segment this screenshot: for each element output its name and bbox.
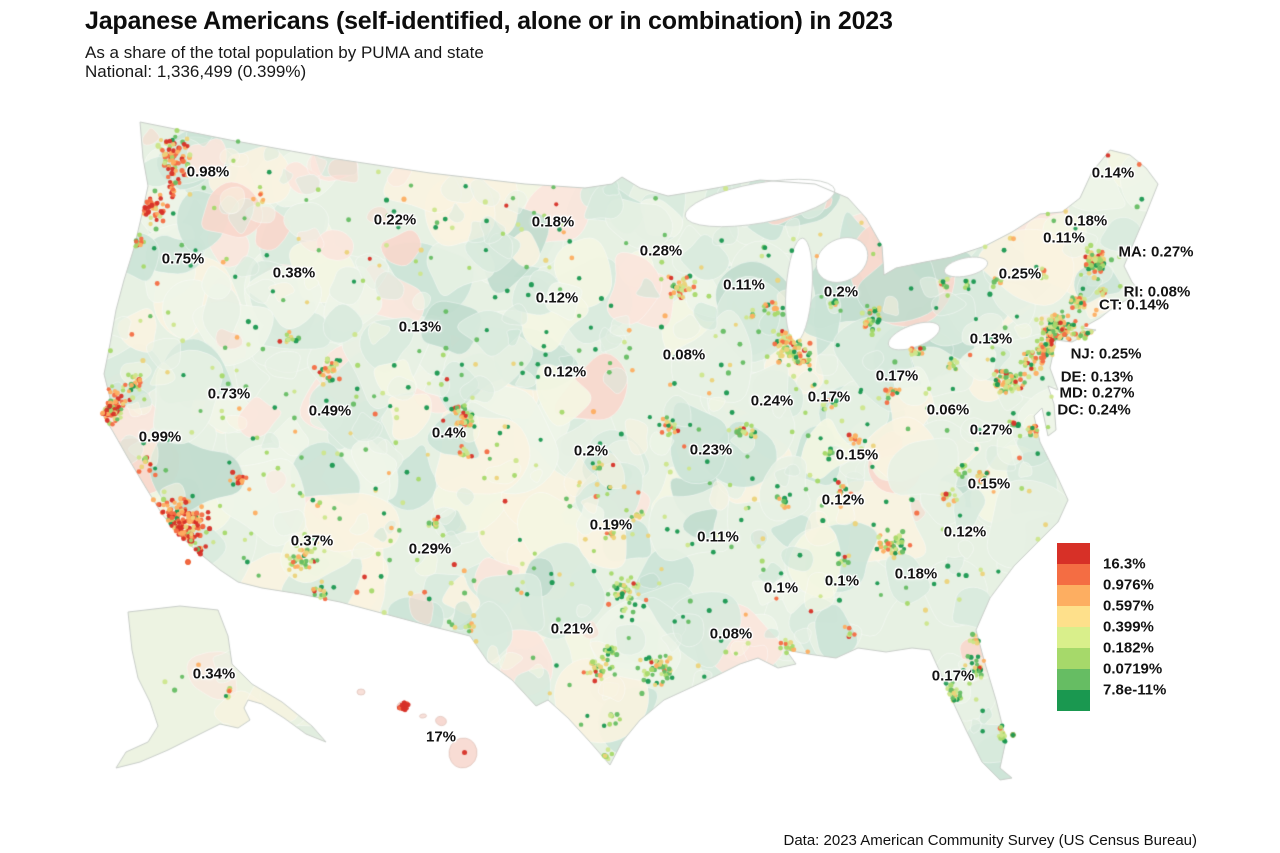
- state-share-label-al: 0.1%: [824, 572, 860, 590]
- state-share-label-nm: 0.29%: [408, 540, 452, 558]
- state-share-label-dc: DC: 0.24%: [1057, 401, 1131, 419]
- color-scale-legend: [1057, 543, 1090, 711]
- legend-color-swatch-4: [1057, 627, 1090, 648]
- legend-threshold-label-5: 0.0719%: [1103, 660, 1163, 678]
- legend-color-swatch-7: [1057, 690, 1090, 711]
- state-share-label-ri: RI: 0.08%: [1123, 283, 1191, 301]
- national-total-stat: National: 1,336,499 (0.399%): [85, 62, 307, 81]
- legend-threshold-label-4: 0.182%: [1103, 639, 1154, 657]
- state-share-label-nd: 0.18%: [531, 213, 575, 231]
- color-scale-legend-labels: 16.3% 0.976% 0.597% 0.399% 0.182% 0.0719% 7.8e…: [1103, 543, 1223, 711]
- state-share-label-mn: 0.28%: [639, 242, 683, 260]
- state-share-label-sc: 0.12%: [943, 523, 987, 541]
- state-share-label-wy: 0.13%: [398, 318, 442, 336]
- state-share-label-ca: 0.99%: [138, 428, 182, 446]
- state-share-label-ne: 0.12%: [543, 363, 587, 381]
- state-share-label-nc: 0.15%: [967, 475, 1011, 493]
- state-share-label-mi: 0.2%: [823, 283, 859, 301]
- state-share-label-fl: 0.17%: [931, 667, 975, 685]
- state-share-label-wi: 0.11%: [723, 276, 765, 294]
- state-share-label-pa: 0.13%: [969, 330, 1013, 348]
- state-share-label-ia: 0.08%: [662, 346, 706, 364]
- state-share-label-vt: 0.18%: [1064, 212, 1108, 230]
- state-share-label-mt: 0.22%: [373, 211, 417, 229]
- data-source-note: Data: 2023 American Community Survey (US…: [783, 832, 1197, 849]
- state-share-label-oh: 0.17%: [875, 367, 919, 385]
- state-share-label-ar: 0.11%: [697, 528, 739, 546]
- state-share-label-co: 0.4%: [431, 424, 467, 442]
- state-share-label-va: 0.27%: [969, 421, 1013, 439]
- state-share-label-id: 0.38%: [272, 264, 316, 282]
- state-share-label-in: 0.17%: [807, 388, 851, 406]
- legend-color-swatch-0: [1057, 543, 1090, 564]
- legend-threshold-label-2: 0.597%: [1103, 597, 1154, 615]
- header: Japanese Americans (self-identified, alo…: [85, 7, 893, 81]
- state-share-label-nh: 0.11%: [1043, 229, 1085, 247]
- state-share-label-ma: MA: 0.27%: [1118, 243, 1194, 261]
- state-share-label-md: MD: 0.27%: [1059, 384, 1135, 402]
- state-share-label-ga: 0.18%: [894, 565, 938, 583]
- legend-threshold-label-3: 0.399%: [1103, 618, 1154, 636]
- state-share-label-de: DE: 0.13%: [1060, 368, 1134, 386]
- legend-threshold-label-6: 7.8e-11%: [1103, 681, 1167, 699]
- state-share-label-ky: 0.15%: [835, 446, 879, 464]
- state-share-label-hi: 17%: [425, 728, 457, 746]
- page-subtitle: As a share of the total population by PU…: [85, 43, 484, 62]
- page-title: Japanese Americans (self-identified, alo…: [85, 7, 893, 35]
- state-share-label-or: 0.75%: [161, 250, 205, 268]
- state-share-label-nj: NJ: 0.25%: [1070, 345, 1142, 363]
- state-share-label-ct: CT: 0.14%: [1098, 296, 1170, 314]
- state-share-label-wa: 0.98%: [186, 163, 230, 181]
- legend-threshold-label-0: 16.3%: [1103, 555, 1146, 573]
- legend-color-swatch-6: [1057, 669, 1090, 690]
- state-share-label-tx: 0.21%: [550, 620, 594, 638]
- state-share-label-la: 0.08%: [709, 625, 753, 643]
- state-share-label-wv: 0.06%: [926, 401, 970, 419]
- state-share-label-ms: 0.1%: [763, 579, 799, 597]
- state-share-label-tn: 0.12%: [821, 491, 865, 509]
- state-share-label-nv: 0.73%: [207, 385, 251, 403]
- legend-color-swatch-3: [1057, 606, 1090, 627]
- legend-color-swatch-2: [1057, 585, 1090, 606]
- us-puma-dot-map: [90, 115, 1210, 815]
- state-share-label-az: 0.37%: [290, 532, 334, 550]
- state-share-label-ak: 0.34%: [192, 665, 236, 683]
- state-share-label-mo: 0.23%: [689, 441, 733, 459]
- legend-threshold-label-1: 0.976%: [1103, 576, 1154, 594]
- state-share-label-ok: 0.19%: [589, 516, 633, 534]
- state-share-label-il: 0.24%: [750, 392, 794, 410]
- state-share-label-ny: 0.25%: [998, 265, 1042, 283]
- legend-color-swatch-5: [1057, 648, 1090, 669]
- state-share-label-ut: 0.49%: [308, 402, 352, 420]
- state-share-label-ks: 0.2%: [573, 442, 609, 460]
- legend-color-swatch-1: [1057, 564, 1090, 585]
- state-share-label-sd: 0.12%: [535, 289, 579, 307]
- state-share-label-me: 0.14%: [1091, 164, 1135, 182]
